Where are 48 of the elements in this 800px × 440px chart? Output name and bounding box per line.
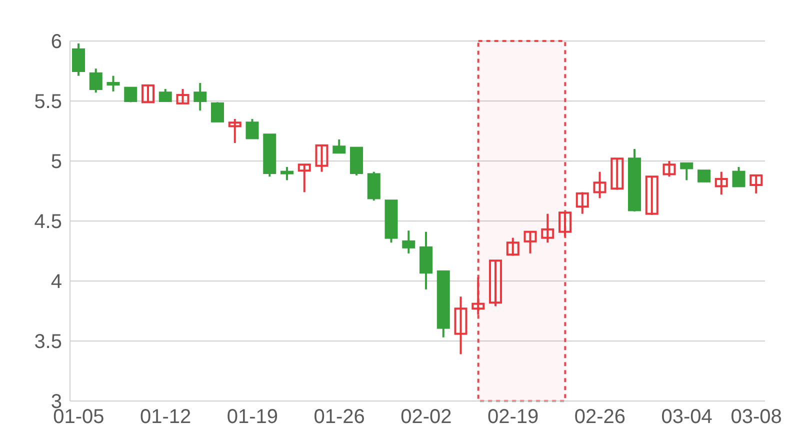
y-tick-label: 4	[50, 271, 62, 294]
candlestick	[506, 236, 520, 257]
x-tick-label: 02-19	[487, 406, 539, 428]
candlestick	[89, 68, 102, 94]
candlestick	[315, 144, 328, 173]
x-tick-label: 01-26	[314, 406, 365, 428]
candlestick	[176, 88, 190, 104]
candlestick	[402, 230, 416, 254]
x-tick-label: 01-19	[226, 406, 278, 428]
candlestick	[211, 101, 224, 122]
y-tick-label: 4.5	[34, 211, 62, 234]
candlestick	[280, 166, 294, 182]
candlestick	[72, 42, 85, 77]
candlestick	[489, 260, 502, 308]
x-tick-label: 02-02	[400, 406, 452, 428]
candlestick	[714, 170, 728, 196]
x-tick-label: 03-04	[661, 406, 712, 428]
candlestick	[750, 174, 763, 194]
candlestick	[698, 170, 710, 182]
candlestick	[228, 118, 242, 144]
candlestick	[593, 170, 606, 200]
candlestick	[541, 212, 554, 244]
candlestick	[472, 276, 485, 316]
x-tick-label: 03-08	[730, 406, 782, 428]
candlestick	[662, 160, 676, 178]
y-tick-label: 5.5	[34, 91, 62, 114]
candlestick	[645, 176, 658, 216]
candlestick	[158, 88, 172, 102]
x-tick-label: 02-26	[574, 406, 626, 428]
candlestick	[454, 296, 468, 356]
candlestick	[124, 86, 138, 104]
x-tick-label: 01-12	[140, 406, 192, 428]
candlestick	[332, 138, 346, 154]
y-tick-label: 6	[50, 31, 62, 54]
candlestick	[732, 166, 746, 188]
candlestick	[558, 212, 572, 238]
candlestick	[106, 74, 120, 92]
candlestick	[576, 191, 589, 215]
candlestick	[680, 162, 694, 182]
candlestick	[142, 84, 154, 104]
candlestick	[610, 158, 624, 191]
candlestick	[298, 164, 311, 194]
candlestick	[367, 170, 380, 202]
candlestick	[524, 230, 537, 254]
y-tick-label: 3.5	[34, 331, 62, 354]
candlestick	[194, 82, 207, 112]
candlestick	[246, 118, 259, 140]
y-tick-label: 5	[50, 151, 62, 174]
